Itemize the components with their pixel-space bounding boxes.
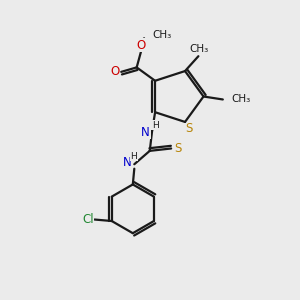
Text: N: N: [122, 156, 131, 169]
Text: CH₃: CH₃: [152, 30, 172, 40]
Text: CH₃: CH₃: [231, 94, 250, 104]
Text: Cl: Cl: [82, 213, 94, 226]
Text: S: S: [174, 142, 182, 155]
Text: H: H: [152, 121, 158, 130]
Text: H: H: [130, 152, 137, 161]
Text: S: S: [185, 122, 192, 135]
Text: O: O: [111, 65, 120, 78]
Text: CH₃: CH₃: [189, 44, 208, 54]
Text: N: N: [141, 126, 150, 139]
Text: O: O: [136, 39, 146, 52]
